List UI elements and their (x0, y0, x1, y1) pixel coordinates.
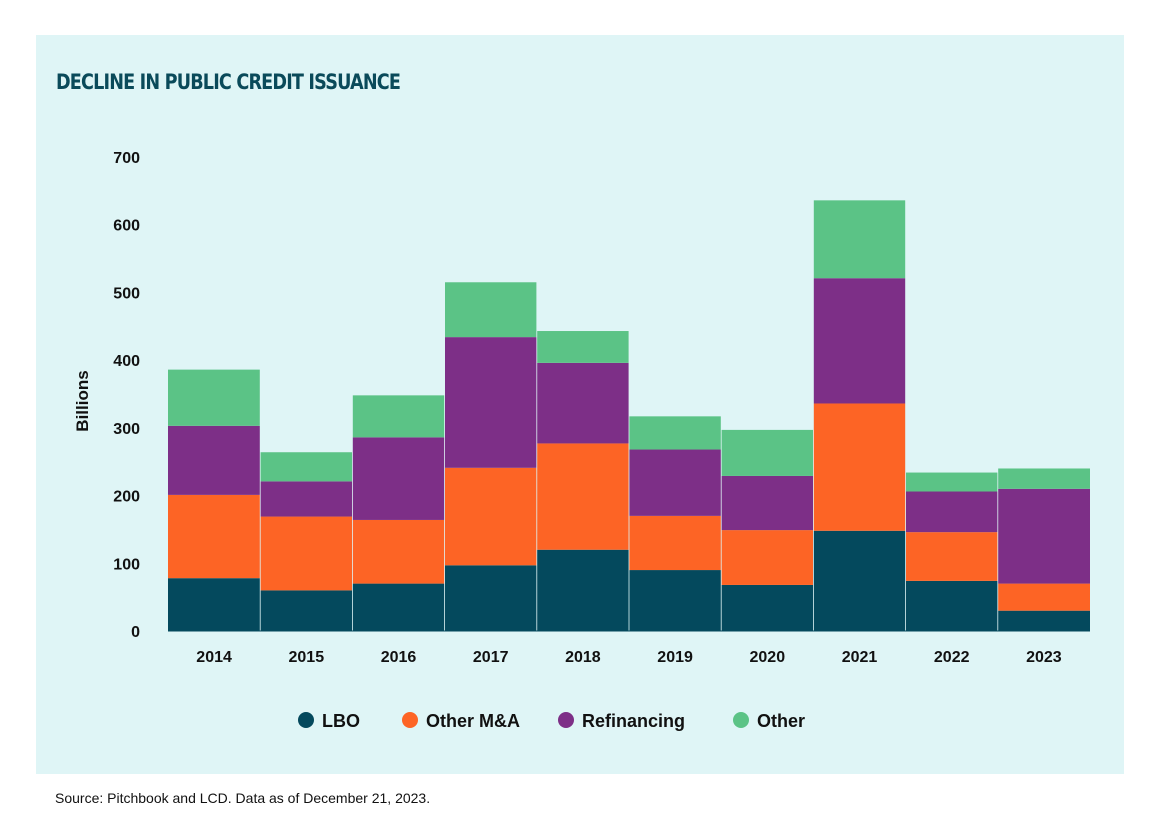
bar-other-2021 (813, 200, 906, 279)
bar-other-m-a-2018 (536, 443, 629, 550)
x-tick-label: 2018 (565, 649, 601, 666)
bar-lbo-2021 (813, 530, 906, 631)
bar-other-2020 (721, 429, 814, 476)
bar-lbo-2015 (260, 590, 353, 631)
legend-label: LBO (322, 711, 360, 731)
y-tick-label: 600 (113, 218, 140, 235)
y-tick-label: 700 (113, 150, 140, 167)
bar-other-2019 (629, 416, 722, 450)
bar-other-2015 (260, 452, 353, 482)
bar-other-2017 (444, 282, 537, 338)
bar-other-m-a-2017 (444, 467, 537, 566)
bar-other-2016 (352, 395, 445, 438)
legend-marker-lbo (298, 712, 314, 728)
legend-label: Other M&A (426, 711, 520, 731)
bar-other-m-a-2016 (352, 519, 445, 584)
bar-refinancing-2022 (905, 491, 998, 533)
bar-refinancing-2014 (168, 425, 261, 495)
x-tick-label: 2014 (196, 649, 232, 666)
legend-marker-other-m-a (402, 712, 418, 728)
bar-other-m-a-2022 (905, 532, 998, 581)
x-tick-label: 2019 (657, 649, 693, 666)
bar-lbo-2017 (444, 565, 537, 631)
chart-title: DECLINE IN PUBLIC CREDIT ISSUANCE (56, 70, 401, 94)
x-tick-label: 2015 (289, 649, 325, 666)
source-note: Source: Pitchbook and LCD. Data as of De… (55, 790, 431, 806)
bar-other-2014 (168, 369, 261, 426)
bar-lbo-2023 (997, 610, 1090, 631)
bar-other-m-a-2015 (260, 516, 353, 591)
y-axis: 0 100 200 300 400 500 600 700 Billions (73, 150, 140, 641)
y-tick-label: 0 (131, 624, 140, 641)
bar-refinancing-2016 (352, 437, 445, 520)
y-tick-label: 200 (113, 489, 140, 506)
y-tick-label: 100 (113, 556, 140, 573)
x-tick-label: 2016 (381, 649, 417, 666)
y-axis-label: Billions (73, 370, 92, 431)
x-tick-label: 2022 (934, 649, 970, 666)
bar-other-m-a-2021 (813, 403, 906, 531)
bar-lbo-2020 (721, 584, 814, 631)
x-axis: 2014 2015 2016 2017 2018 2019 2020 2021 2022 2023 (196, 649, 1061, 666)
bar-refinancing-2017 (444, 337, 537, 468)
bar-refinancing-2019 (629, 449, 722, 516)
bar-lbo-2022 (905, 580, 998, 631)
bar-other-2023 (997, 468, 1090, 489)
bar-refinancing-2015 (260, 481, 353, 517)
bar-other-2018 (536, 331, 629, 363)
bar-refinancing-2021 (813, 278, 906, 404)
x-tick-label: 2021 (842, 649, 878, 666)
x-tick-label: 2017 (473, 649, 509, 666)
legend-label: Refinancing (582, 711, 685, 731)
bar-other-m-a-2019 (629, 515, 722, 571)
bar-other-m-a-2020 (721, 530, 814, 585)
bar-refinancing-2023 (997, 488, 1090, 584)
bar-refinancing-2018 (536, 362, 629, 444)
bar-refinancing-2020 (721, 475, 814, 531)
legend: LBO Other M&A Refinancing Other (298, 711, 805, 731)
bar-lbo-2019 (629, 570, 722, 631)
y-tick-label: 500 (113, 285, 140, 302)
x-tick-label: 2023 (1026, 649, 1062, 666)
bar-other-m-a-2023 (997, 583, 1090, 611)
y-tick-label: 300 (113, 421, 140, 438)
bar-lbo-2016 (352, 583, 445, 631)
bar-other-m-a-2014 (168, 494, 261, 579)
x-tick-label: 2020 (750, 649, 786, 666)
bar-lbo-2014 (168, 578, 261, 631)
bar-lbo-2018 (536, 549, 629, 631)
y-tick-label: 400 (113, 353, 140, 370)
bar-other-2022 (905, 472, 998, 492)
legend-marker-refinancing (558, 712, 574, 728)
legend-label: Other (757, 711, 805, 731)
bars (168, 97, 1090, 632)
legend-marker-other (733, 712, 749, 728)
